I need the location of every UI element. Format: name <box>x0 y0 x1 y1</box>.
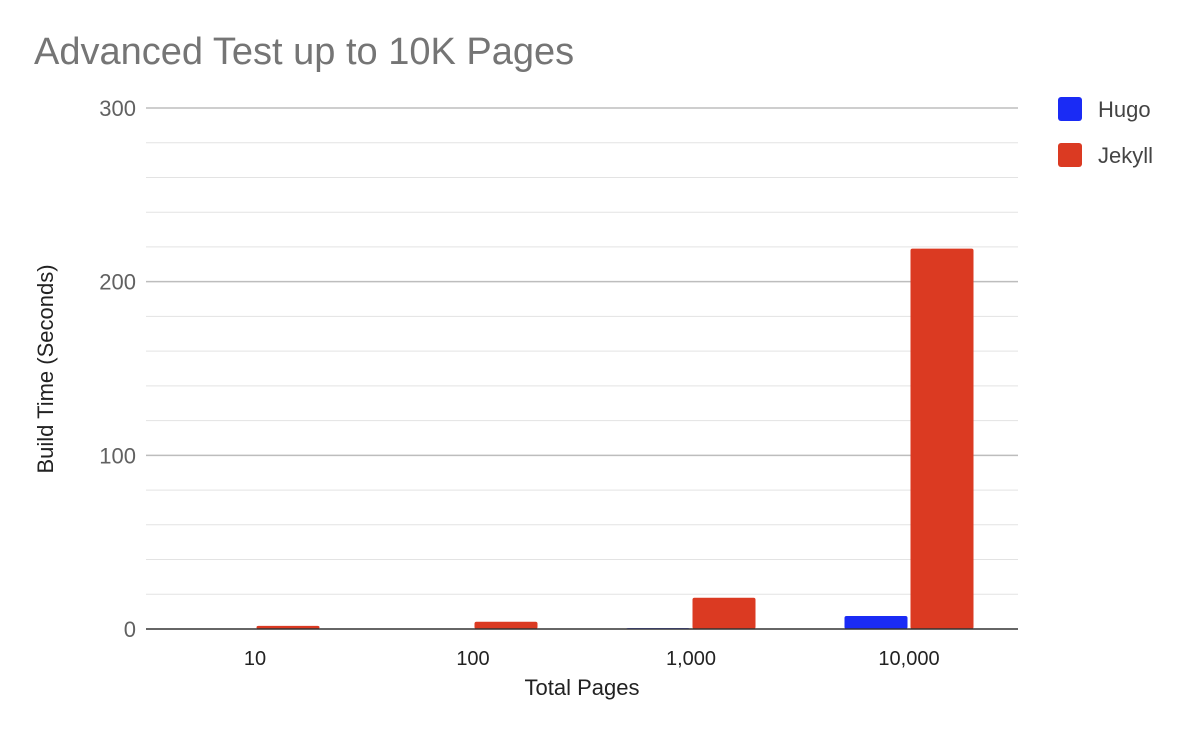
x-tick-label: 10 <box>244 648 266 670</box>
bar-jekyll-1000 <box>692 597 756 629</box>
bar-jekyll-10 <box>256 625 320 629</box>
bar-jekyll-100 <box>474 621 538 629</box>
legend-label-jekyll: Jekyll <box>1098 143 1153 168</box>
legend: Hugo Jekyll <box>1058 97 1153 168</box>
legend-label-hugo: Hugo <box>1098 97 1151 122</box>
legend-swatch-jekyll <box>1058 143 1082 167</box>
chart-title: Advanced Test up to 10K Pages <box>34 31 574 73</box>
x-axis-title: Total Pages <box>525 675 640 700</box>
y-axis-title: Build Time (Seconds) <box>33 264 58 473</box>
y-tick-label: 0 <box>124 617 136 642</box>
y-tick-label: 100 <box>99 443 136 468</box>
gridlines <box>146 107 1018 595</box>
legend-swatch-hugo <box>1058 97 1082 121</box>
bars <box>190 248 974 630</box>
x-tick-label: 10,000 <box>878 648 939 670</box>
y-tick-label: 200 <box>99 270 136 295</box>
x-tick-labels: 10 100 1,000 10,000 <box>244 648 940 670</box>
y-tick-labels: 0 100 200 300 <box>99 96 136 642</box>
x-tick-label: 100 <box>456 648 489 670</box>
x-tick-label: 1,000 <box>666 648 716 670</box>
bar-jekyll-10000 <box>910 248 974 630</box>
y-tick-label: 300 <box>99 96 136 121</box>
bar-hugo-10000 <box>844 615 908 629</box>
